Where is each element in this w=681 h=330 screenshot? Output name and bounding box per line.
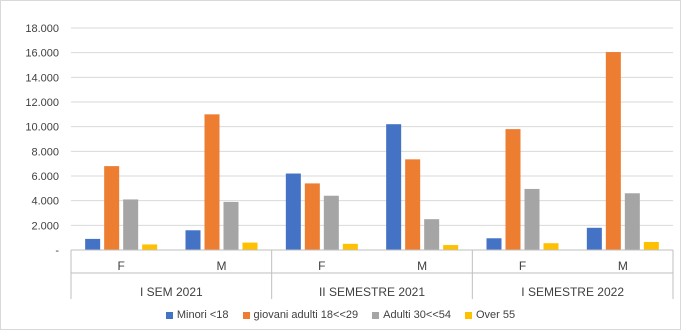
bar [185,230,201,250]
x-category-label: F [519,259,526,273]
y-tick-label: 14.000 [25,72,59,84]
legend-item: Minori <18 [165,309,229,321]
bar [524,188,540,250]
y-tick-label: 4.000 [31,196,59,208]
x-category-label: M [417,259,427,273]
legend-label: Minori <18 [176,309,229,321]
bar [285,173,301,250]
x-category-label: M [217,259,227,273]
x-group-label: I SEMESTRE 2022 [521,285,624,299]
legend-swatch [372,311,380,319]
legend-item: giovani adulti 18<<29 [242,309,359,321]
bar [643,241,659,250]
bar [605,52,621,250]
y-tick-label: 10.000 [25,122,59,134]
bar [424,219,440,250]
legend-swatch [165,311,173,319]
legend-item: Over 55 [465,309,515,321]
y-tick-label: 6.000 [31,171,59,183]
legend-label: Over 55 [476,309,516,321]
chart-legend: Minori <18 giovani adulti 18<<29 Adulti 30… [1,309,680,321]
bar [223,201,239,250]
bar [123,199,139,250]
x-group-label: II SEMESTRE 2021 [319,285,425,299]
bar [142,244,158,250]
bar [323,195,339,250]
x-category-label: F [318,259,325,273]
legend-swatch [465,311,472,319]
y-tick-label: - [55,245,59,257]
x-group-label: I SEM 2021 [140,285,203,299]
bar [204,114,220,250]
y-tick-label: 12.000 [25,97,59,109]
legend-label: Adulti 30<<54 [383,309,451,321]
legend-swatch [242,311,250,319]
y-tick-label: 8.000 [31,146,59,158]
legend-item: Adulti 30<<54 [372,309,451,321]
bar [405,159,421,250]
x-category-label: M [618,259,628,273]
y-tick-label: 16.000 [25,48,59,60]
bar [543,243,559,250]
bar [586,227,602,250]
bar [85,238,101,250]
x-category-label: F [117,259,124,273]
legend-label: giovani adulti 18<<29 [253,309,359,321]
bar [505,129,521,250]
bar [486,238,502,250]
bar [342,243,358,250]
bar [443,245,459,250]
bar-chart: - 2.000 4.000 6.000 8.000 10.000 12.000 14.000 1… [25,23,674,299]
y-tick-label: 18.000 [25,23,59,35]
y-tick-label: 2.000 [31,220,59,232]
bar [242,242,258,250]
bar [104,166,120,250]
bar [386,124,402,250]
bar [304,183,320,250]
bar [624,193,640,250]
